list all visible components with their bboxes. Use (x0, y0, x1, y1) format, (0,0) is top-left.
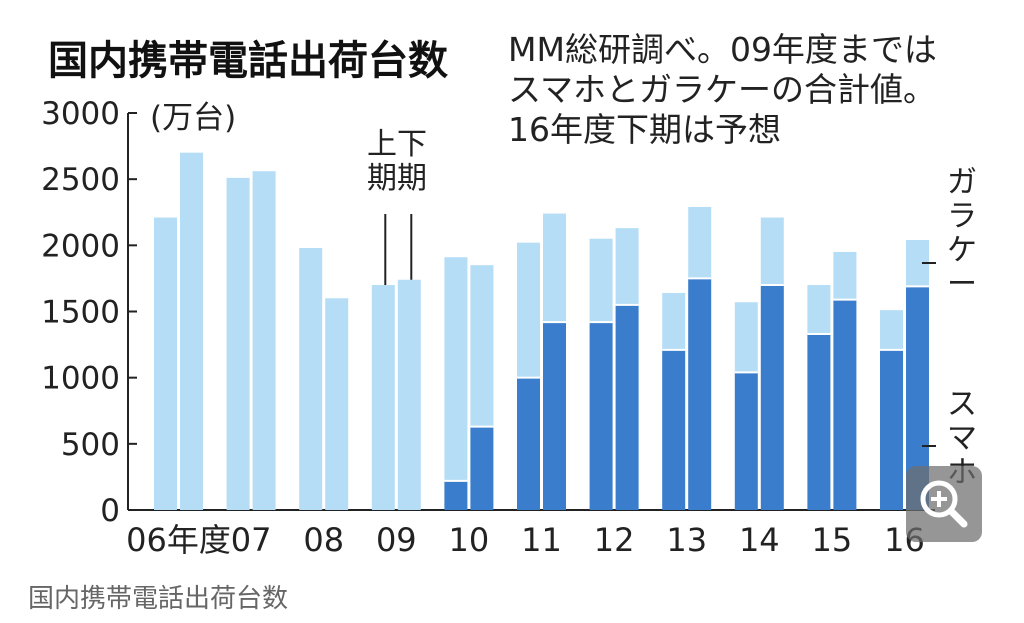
x-category-label: 06年度 (126, 521, 231, 559)
smartphone-bar (470, 426, 494, 510)
feature-phone-bar (734, 302, 758, 373)
x-category-label: 11 (521, 521, 562, 559)
y-tick-label: 1000 (41, 361, 120, 397)
chart-title: 国内携帯電話出荷台数 (48, 38, 448, 84)
feature-phone-legend-label: ガラケー (947, 165, 977, 302)
x-category-label: 10 (449, 521, 490, 559)
y-tick-label: 2500 (41, 162, 120, 198)
smartphone-bar (543, 322, 566, 510)
total-bar (226, 177, 250, 511)
source-note-line: MM総研調べ。09年度までは (508, 30, 937, 69)
y-tick-label: 0 (100, 493, 120, 529)
feature-phone-bar (760, 217, 784, 286)
feature-phone-bar (444, 257, 468, 481)
y-tick-label: 1500 (41, 295, 120, 331)
smartphone-bar (734, 372, 758, 510)
feature-phone-bar (615, 228, 639, 305)
total-bar (154, 217, 177, 510)
y-axis-unit-label: (万台) (150, 100, 237, 136)
smartphone-bar (688, 278, 712, 510)
feature-phone-bar (880, 310, 903, 350)
x-category-label: 15 (812, 521, 853, 559)
zoom-in-icon (920, 480, 968, 528)
smartphone-bar (615, 304, 639, 510)
feature-phone-bar (589, 238, 613, 323)
x-category-label: 09 (376, 521, 417, 559)
source-note-line: 16年度下期は予想 (508, 110, 781, 149)
x-category-label: 08 (303, 521, 344, 559)
smartphone-bar (880, 349, 903, 510)
total-bar (325, 298, 349, 510)
feature-phone-bar (662, 292, 686, 350)
second-half-label: 下期 (397, 127, 427, 196)
y-tick-label: 2000 (41, 228, 120, 264)
feature-phone-bar (470, 265, 494, 427)
smartphone-bar (833, 299, 857, 510)
feature-phone-bar (906, 240, 929, 287)
feature-phone-bar (833, 251, 857, 300)
source-note: MM総研調べ。09年度までは スマホとガラケーの合計値。 16年度下期は予想 (508, 30, 937, 150)
first-half-label: 上期 (367, 127, 397, 196)
image-caption: 国内携帯電話出荷台数 (28, 584, 289, 614)
x-category-label: 07 (231, 521, 272, 559)
smartphone-bar (807, 333, 831, 510)
total-bar (371, 285, 395, 510)
smartphone-bar (662, 349, 686, 510)
y-tick-label: 500 (61, 427, 120, 463)
smartphone-bar (517, 377, 540, 510)
x-category-label: 13 (666, 521, 707, 559)
total-bar (252, 171, 276, 510)
feature-phone-bar (543, 213, 566, 323)
total-bar (299, 247, 323, 511)
total-bar (180, 152, 203, 510)
source-note-line: スマホとガラケーの合計値。 (508, 70, 937, 109)
y-tick-label: 3000 (41, 96, 120, 132)
x-category-label: 14 (739, 521, 780, 559)
total-bar (397, 279, 421, 510)
x-category-label: 12 (594, 521, 635, 559)
smartphone-bar (760, 285, 784, 510)
zoom-button[interactable] (906, 466, 982, 542)
feature-phone-bar (807, 285, 831, 334)
smartphone-bar (906, 286, 929, 510)
smartphone-bar (589, 322, 613, 510)
feature-phone-bar (688, 206, 712, 279)
feature-phone-bar (517, 242, 540, 378)
smartphone-bar (444, 480, 468, 510)
